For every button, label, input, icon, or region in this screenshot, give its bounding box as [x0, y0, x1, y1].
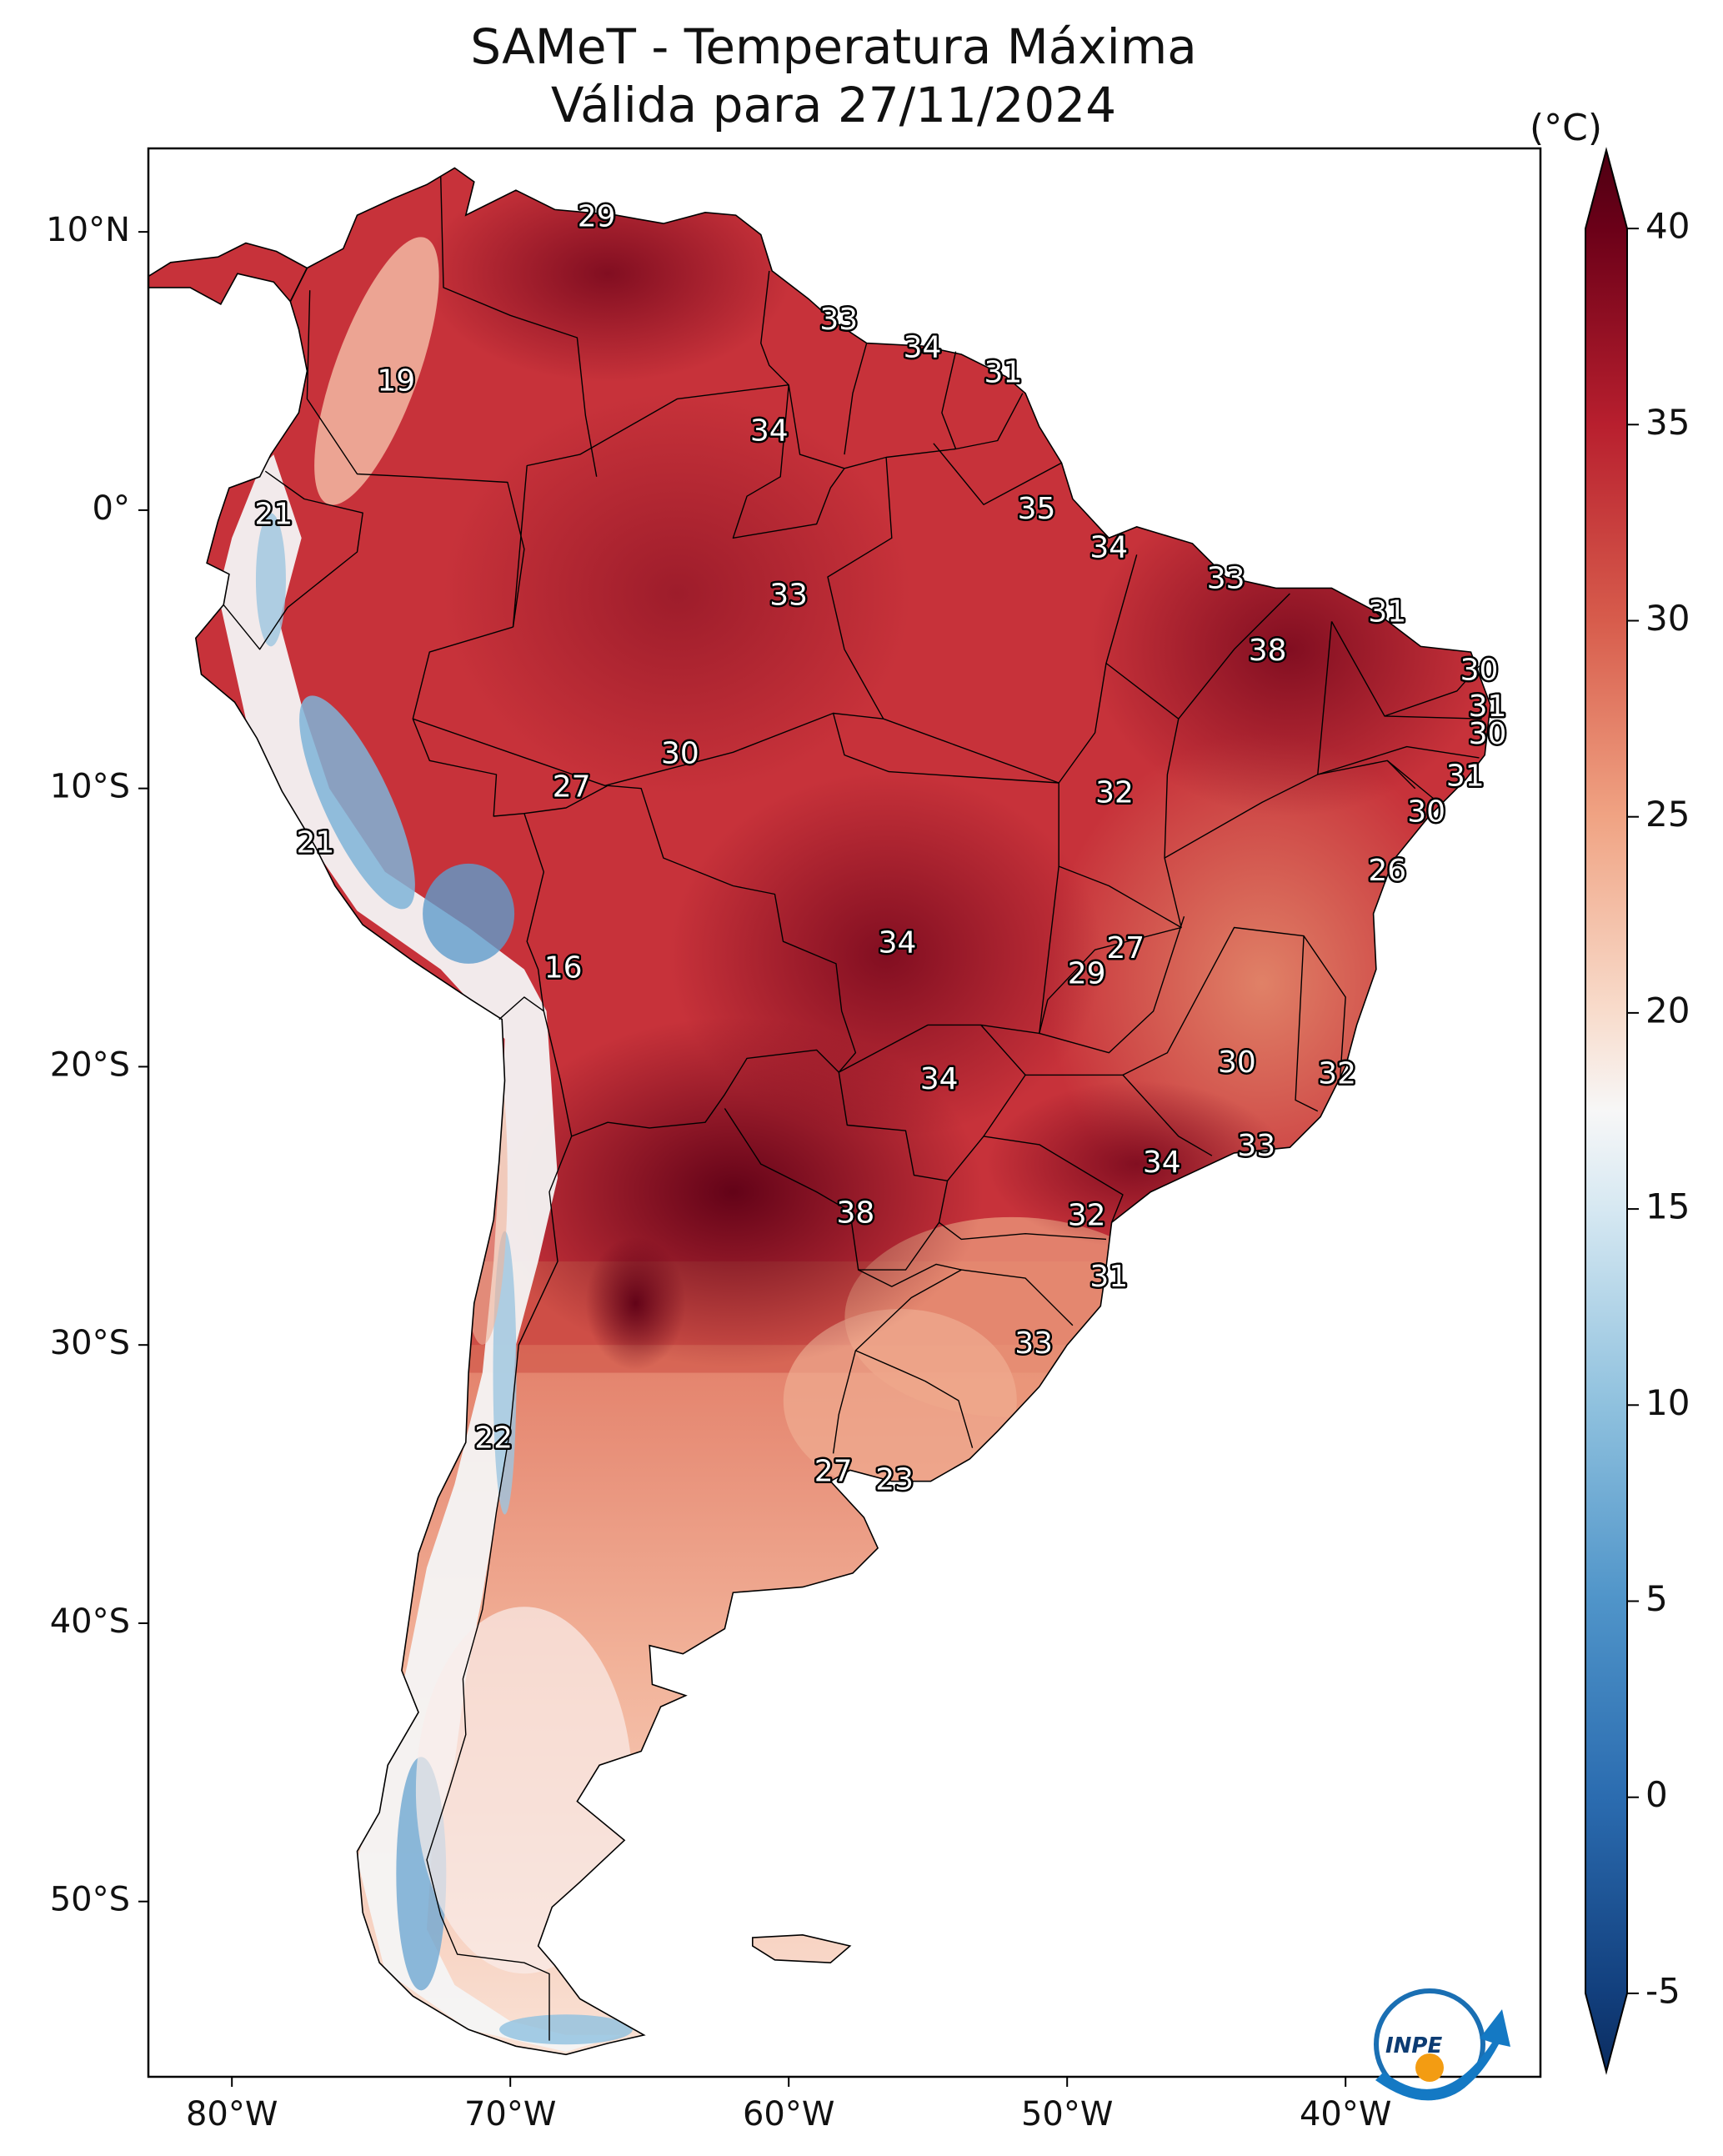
colorbar-unit: (°C) [1530, 107, 1603, 149]
latitude-label: 20°S [50, 1045, 130, 1084]
city-temperature-label: 34 [1089, 531, 1128, 565]
city-temperature-label: 16 [544, 951, 583, 985]
latitude-label: 50°S [50, 1881, 130, 1919]
longitude-label: 60°W [743, 2095, 834, 2133]
city-temperature-label: 31 [1089, 1260, 1128, 1294]
city-temperature-label: 21 [254, 498, 293, 532]
city-temperature-label: 31 [984, 355, 1022, 389]
logo-text: INPE [1385, 2033, 1442, 2058]
city-temperature-label: 31 [1446, 759, 1485, 793]
city-temperature-label: 32 [1068, 1199, 1106, 1233]
city-temperature-label: 29 [1068, 956, 1106, 990]
latitude-label: 0° [93, 489, 130, 528]
city-temperature-label: 26 [1368, 854, 1406, 888]
colorbar-tick-label: 35 [1645, 402, 1690, 443]
colorbar-tick-label: 25 [1645, 794, 1690, 835]
city-temperature-label: 30 [1407, 795, 1445, 830]
city-temperature-label: 27 [814, 1455, 853, 1489]
city-temperature-label: 34 [920, 1062, 959, 1096]
city-temperature-label: 22 [474, 1421, 513, 1456]
latitude-label: 10°S [50, 768, 130, 806]
city-temperature-label: 32 [1095, 775, 1134, 810]
plot-frame [147, 147, 1542, 2078]
city-temperature-label: 19 [377, 364, 415, 398]
city-temperature-label: 33 [1014, 1326, 1053, 1361]
city-temperature-label: 21 [296, 825, 334, 860]
city-temperature-label: 33 [769, 578, 808, 612]
colorbar: 40 35 30 25 20 15 10 5 0 -5 [1585, 147, 1690, 2075]
longitude-label: 80°W [186, 2095, 278, 2133]
map-subtitle: Válida para 27/11/2024 [550, 77, 1117, 133]
map-title: SAMeT - Temperatura Máxima [470, 18, 1197, 75]
logo-arrow-icon [1375, 2009, 1510, 2101]
longitude-label: 40°W [1300, 2095, 1391, 2133]
colorbar-tick-label: 15 [1645, 1186, 1690, 1227]
city-temperature-label: 34 [904, 330, 942, 364]
country-borders [223, 176, 1482, 2041]
latitude-label: 40°S [50, 1602, 130, 1641]
latitude-label: 30°S [50, 1324, 130, 1362]
colorbar-tick-label: 20 [1645, 990, 1690, 1030]
colorbar-tick-label: 0 [1645, 1774, 1668, 1815]
city-temperature-label: 30 [1460, 654, 1499, 688]
inpe-logo: INPE [1374, 1988, 1510, 2101]
colorbar-tick-label: 40 [1645, 206, 1690, 247]
city-temperature-label: 33 [1207, 561, 1245, 595]
city-temperature-label: 27 [1106, 931, 1144, 965]
longitude-label: 50°W [1021, 2095, 1113, 2133]
city-temperature-label: 30 [1218, 1045, 1256, 1080]
colorbar-tick-label: 5 [1645, 1578, 1668, 1619]
city-temperature-label: 34 [879, 926, 917, 960]
city-temperature-label: 35 [1018, 492, 1056, 526]
colorbar-gradient [1585, 147, 1628, 2075]
colorbar-tick-label: 10 [1645, 1382, 1690, 1423]
city-temperature-label: 33 [819, 303, 858, 337]
longitude-label: 70°W [464, 2095, 556, 2133]
city-temperature-label: 27 [553, 770, 591, 805]
colorbar-tick-label: -5 [1645, 1970, 1680, 2011]
city-temperature-label: 38 [836, 1196, 874, 1230]
city-temperature-label: 29 [578, 199, 616, 233]
city-temperature-label: 30 [661, 737, 699, 771]
latitude-label: 10°N [46, 211, 130, 249]
city-temperature-label: 32 [1318, 1056, 1356, 1091]
city-temperature-label: 23 [875, 1463, 914, 1497]
logo-sun-icon [1415, 2053, 1444, 2082]
city-temperature-label: 31 [1469, 689, 1507, 724]
city-temperature-label: 30 [1469, 717, 1507, 751]
city-temperature-label: 34 [1143, 1146, 1181, 1180]
city-temperature-label: 33 [1237, 1129, 1275, 1163]
city-temperature-label: 31 [1368, 594, 1406, 629]
colorbar-tick-label: 30 [1645, 598, 1690, 639]
city-temperature-label: 34 [750, 414, 789, 448]
city-temperature-label: 38 [1249, 634, 1287, 668]
